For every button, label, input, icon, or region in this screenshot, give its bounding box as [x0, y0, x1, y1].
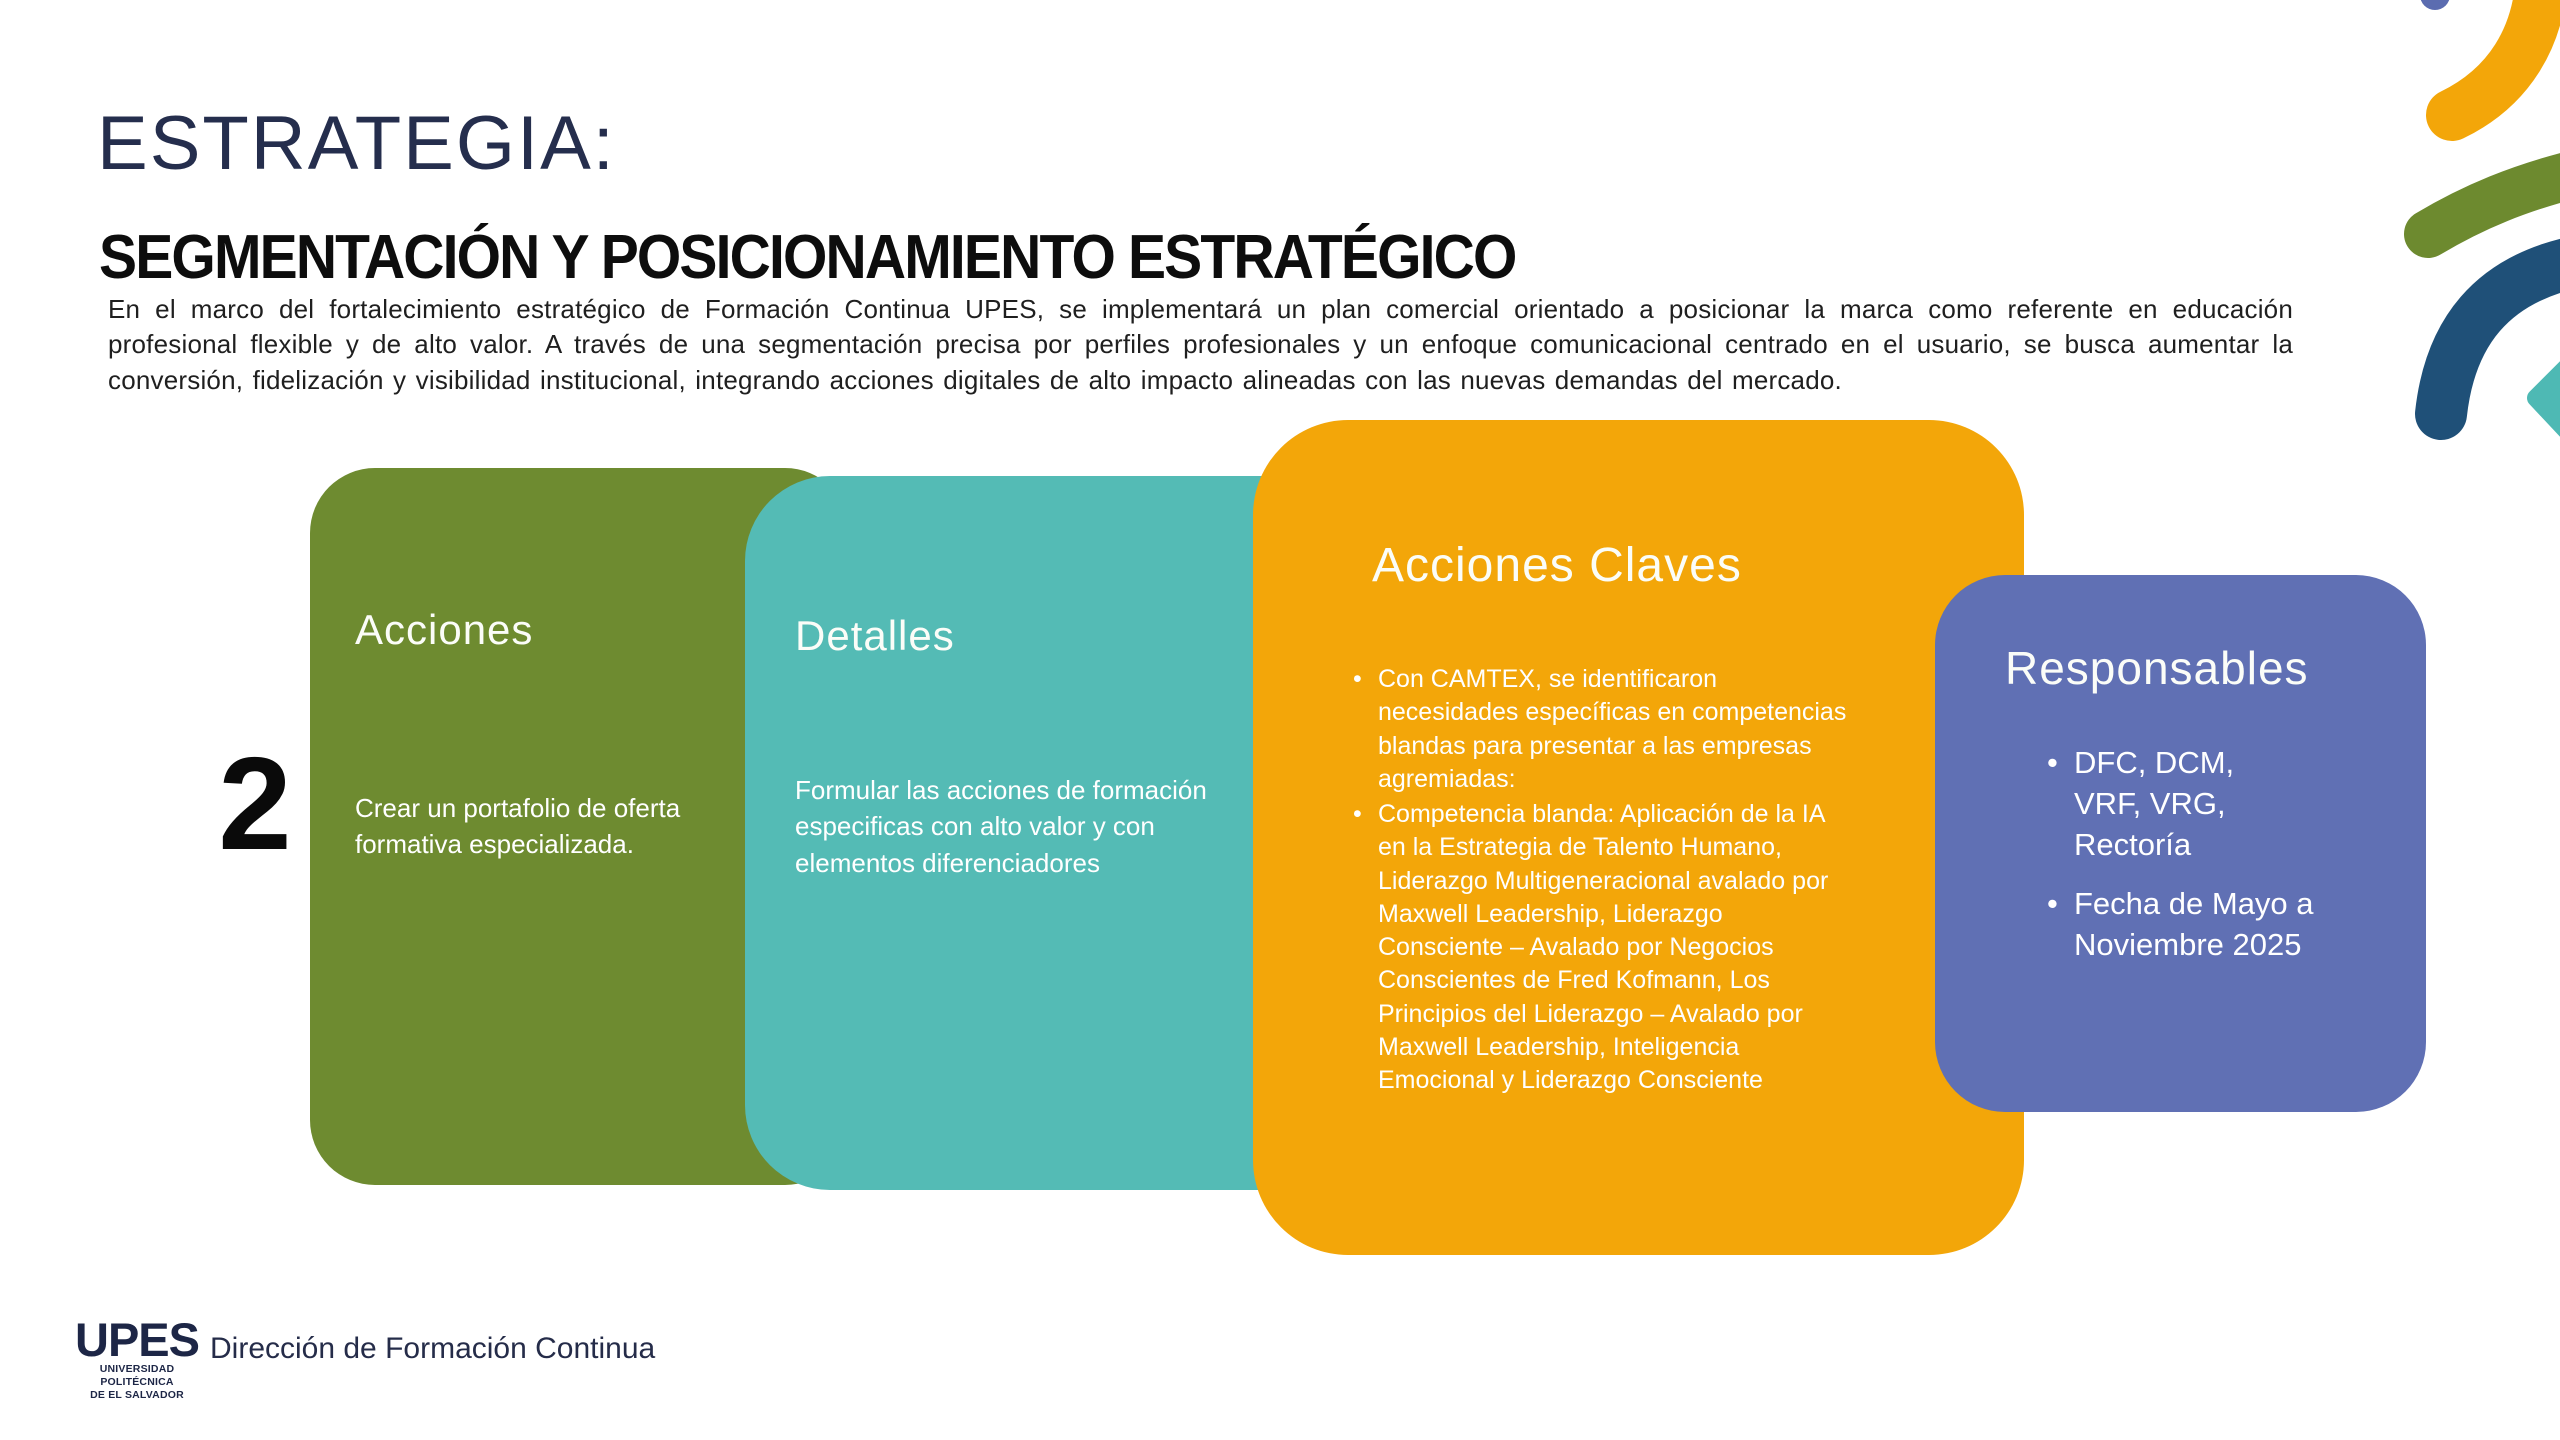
list-item: • Fecha de Mayo a Noviembre 2025 — [2047, 884, 2367, 966]
yellow-arc-icon — [2426, 0, 2560, 141]
blue-dot-icon — [2420, 0, 2450, 10]
card-responsables: Responsables • DFC, DCM, VRF, VRG, Recto… — [1935, 575, 2426, 1112]
upes-logo-line2: DE EL SALVADOR — [90, 1389, 184, 1402]
navy-arc-icon — [2415, 238, 2560, 440]
corner-decoration — [2404, 0, 2560, 440]
card-acciones-body: Crear un portafolio de oferta formativa … — [355, 793, 681, 860]
card-responsables-title: Responsables — [2005, 642, 2309, 694]
bullet-dot: • — [2047, 885, 2058, 921]
card-detalles-title: Detalles — [795, 612, 955, 659]
card-detalles-body: Formular las acciones de formación espec… — [795, 775, 1207, 878]
olive-stroke-icon — [2404, 153, 2560, 258]
list-item-text: Con CAMTEX, se identificaron necesidades… — [1378, 665, 1847, 793]
upes-logo: UPES UNIVERSIDAD POLITÉCNICA DE EL SALVA… — [62, 1316, 212, 1402]
acciones-claves-list: • Con CAMTEX, se identificaron necesidad… — [1353, 663, 1853, 1099]
responsables-list: • DFC, DCM, VRF, VRG, Rectoría • Fecha d… — [2047, 743, 2367, 984]
bullet-dot: • — [2047, 745, 2058, 780]
list-item: • Con CAMTEX, se identificaron necesidad… — [1353, 663, 1853, 796]
upes-logo-acronym: UPES — [75, 1313, 200, 1366]
bullet-dot: • — [1353, 800, 1362, 828]
card-acciones-title: Acciones — [355, 606, 534, 653]
list-item-text: Competencia blanda: Aplicación de la IA … — [1378, 800, 1829, 1094]
step-number: 2 — [218, 730, 292, 877]
list-item-text: Fecha de Mayo a Noviembre 2025 — [2074, 885, 2314, 962]
page-title: ESTRATEGIA: — [97, 101, 616, 186]
card-acciones-claves-title: Acciones Claves — [1372, 539, 1742, 592]
bullet-dot: • — [1353, 665, 1362, 693]
card-acciones-claves: Acciones Claves • Con CAMTEX, se identif… — [1253, 420, 2024, 1255]
page-subtitle: SEGMENTACIÓN Y POSICIONAMIENTO ESTRATÉGI… — [99, 223, 1517, 292]
upes-logo-line1: UNIVERSIDAD POLITÉCNICA — [99, 1363, 175, 1389]
intro-paragraph: En el marco del fortalecimiento estratég… — [108, 294, 2293, 395]
teal-triangle-icon — [2527, 361, 2560, 437]
list-item: • DFC, DCM, VRF, VRG, Rectoría — [2047, 743, 2367, 866]
list-item-text: DFC, DCM, VRF, VRG, Rectoría — [2074, 745, 2235, 862]
list-item: • Competencia blanda: Aplicación de la I… — [1353, 798, 1853, 1097]
department-label: Dirección de Formación Continua — [210, 1332, 656, 1365]
